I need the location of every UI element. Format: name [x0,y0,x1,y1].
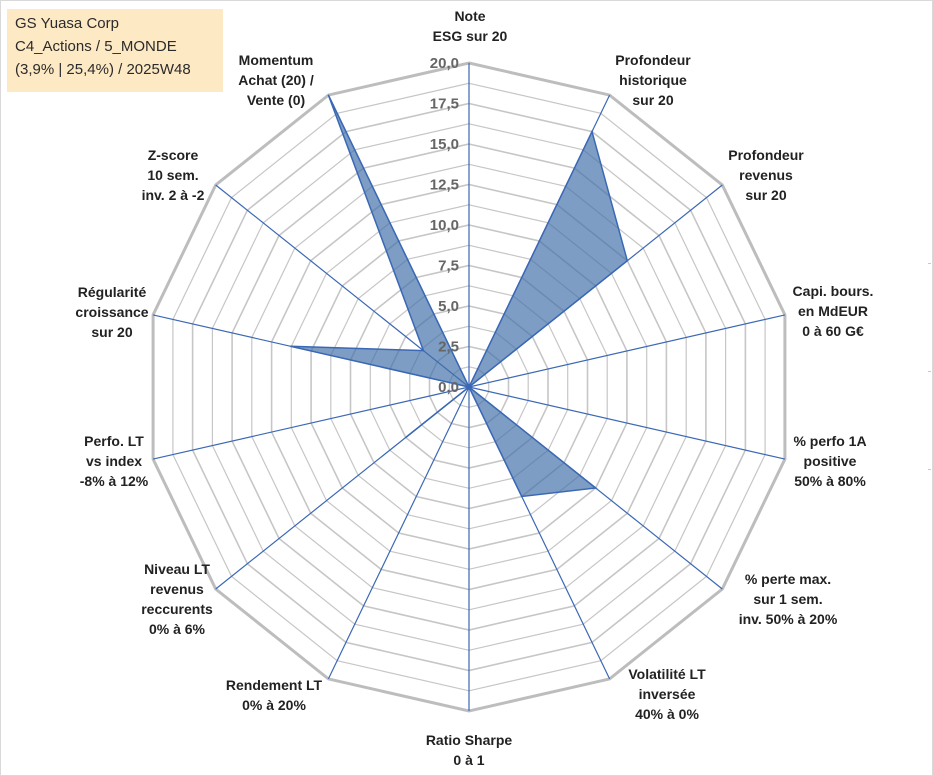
axis-label-line: Note [454,8,485,24]
axis-spoke [468,314,786,388]
tick-label: 0,0 [438,379,459,396]
axis-label: Capi. bours. en MdEUR 0 à 60 G€ [793,283,874,339]
axis-label-line: Rendement LT [226,677,323,693]
data-point [422,350,424,352]
axis-label-line: % perfo 1A [793,433,866,449]
axis-label: Profondeur historique sur 20 [615,52,691,108]
axis-label-line: Ratio Sharpe [426,732,513,748]
tick-label: 15,0 [430,136,459,153]
axis-label-line: Profondeur [615,52,691,68]
axis-label-line: Régularité [78,284,147,300]
axis-label: Rendement LT 0% à 20% [226,677,323,713]
axis-label-line: Z-score [148,147,199,163]
data-point [327,94,329,96]
data-point [289,345,292,347]
axis-label-line: inv. 2 à -2 [142,187,205,203]
axis-spoke [327,386,470,680]
axis-label: Momentum Achat (20) / Vente (0) [238,52,314,108]
axis-spoke [468,386,786,460]
axis-label-line: 0 à 1 [453,752,484,768]
data-point [626,260,628,262]
axis-labels: Note ESG sur 20 Profondeur historique sur 20… [75,8,873,768]
data-point [405,436,407,439]
axis-label-line: revenus [739,167,793,183]
axis-label-line: sur 20 [745,187,786,203]
right-edge-marks [927,1,931,775]
data-point [595,487,597,489]
axis-label-line: Niveau LT [144,561,210,577]
axis-label-line: 40% à 0% [635,706,699,722]
axis-label: Profondeur revenus sur 20 [728,147,804,203]
axis-label-line: reccurents [141,601,213,617]
axis-label-line: 0% à 6% [149,621,206,637]
axis-label-line: Vente (0) [247,92,305,108]
axis-spoke [152,386,470,460]
tick-label: 10,0 [430,217,459,234]
tick-label: 12,5 [430,177,459,194]
axis-label-line: sur 20 [632,92,673,108]
performance-and-week: (3,9% | 25,4%) / 2025W48 [15,61,191,78]
axis-label-line: sur 1 sem. [753,591,822,607]
axis-label: Volatilité LT inversée 40% à 0% [628,666,706,722]
axis-label-line: inv. 50% à 20% [739,611,838,627]
company-name: GS Yuasa Corp [15,15,119,32]
axis-label-line: revenus [150,581,204,597]
axis-label-line: Perfo. LT [84,433,144,449]
axis-label: Perfo. LT vs index -8% à 12% [80,433,149,489]
portfolio-category: C4_Actions / 5_MONDE [15,38,177,55]
tick-label: 2,5 [438,339,459,356]
axis-label-line: ESG sur 20 [433,28,508,44]
axis-label-line: 0% à 20% [242,697,306,713]
info-box: GS Yuasa Corp C4_Actions / 5_MONDE (3,9%… [7,9,223,92]
radial-tick-labels: 0,0 2,5 5,0 7,5 10,0 12,5 15,0 17,5 20,0 [430,55,459,396]
data-point [591,131,593,133]
axis-label-line: vs index [86,453,142,469]
axis-label: Régularité croissance sur 20 [75,284,148,340]
axis-label-line: en MdEUR [798,303,868,319]
axis-label-line: % perte max. [745,571,831,587]
axis-label-line: 0 à 60 G€ [802,323,864,339]
axis-label: Note ESG sur 20 [433,8,508,44]
axis-label-line: croissance [75,304,148,320]
axis-label-line: 10 sem. [147,167,198,183]
axis-label-line: sur 20 [91,324,132,340]
data-point [468,386,470,388]
tick-label: 7,5 [438,258,459,275]
axis-label-line: historique [619,72,687,88]
axis-label-line: Achat (20) / [238,72,314,88]
axis-label: % perfo 1A positive 50% à 80% [793,433,866,489]
axis-label-line: inversée [639,686,696,702]
axis-label: Niveau LT revenus reccurents 0% à 6% [141,561,213,637]
axis-label-line: -8% à 12% [80,473,149,489]
axis-label-line: Capi. bours. [793,283,874,299]
axis-label: % perte max. sur 1 sem. inv. 50% à 20% [739,571,838,627]
tick-label: 17,5 [430,96,459,113]
axis-label-line: Profondeur [728,147,804,163]
data-point [521,495,523,498]
tick-label: 5,0 [438,298,459,315]
tick-label: 20,0 [430,55,459,72]
radar-series-layer [289,94,629,498]
axis-label-line: Momentum [239,52,314,68]
axis-label-line: 50% à 80% [794,473,866,489]
axis-label: Z-score 10 sem. inv. 2 à -2 [142,147,205,203]
axis-label: Ratio Sharpe 0 à 1 [426,732,513,768]
axis-label-line: positive [804,453,857,469]
axis-label-line: Volatilité LT [628,666,706,682]
